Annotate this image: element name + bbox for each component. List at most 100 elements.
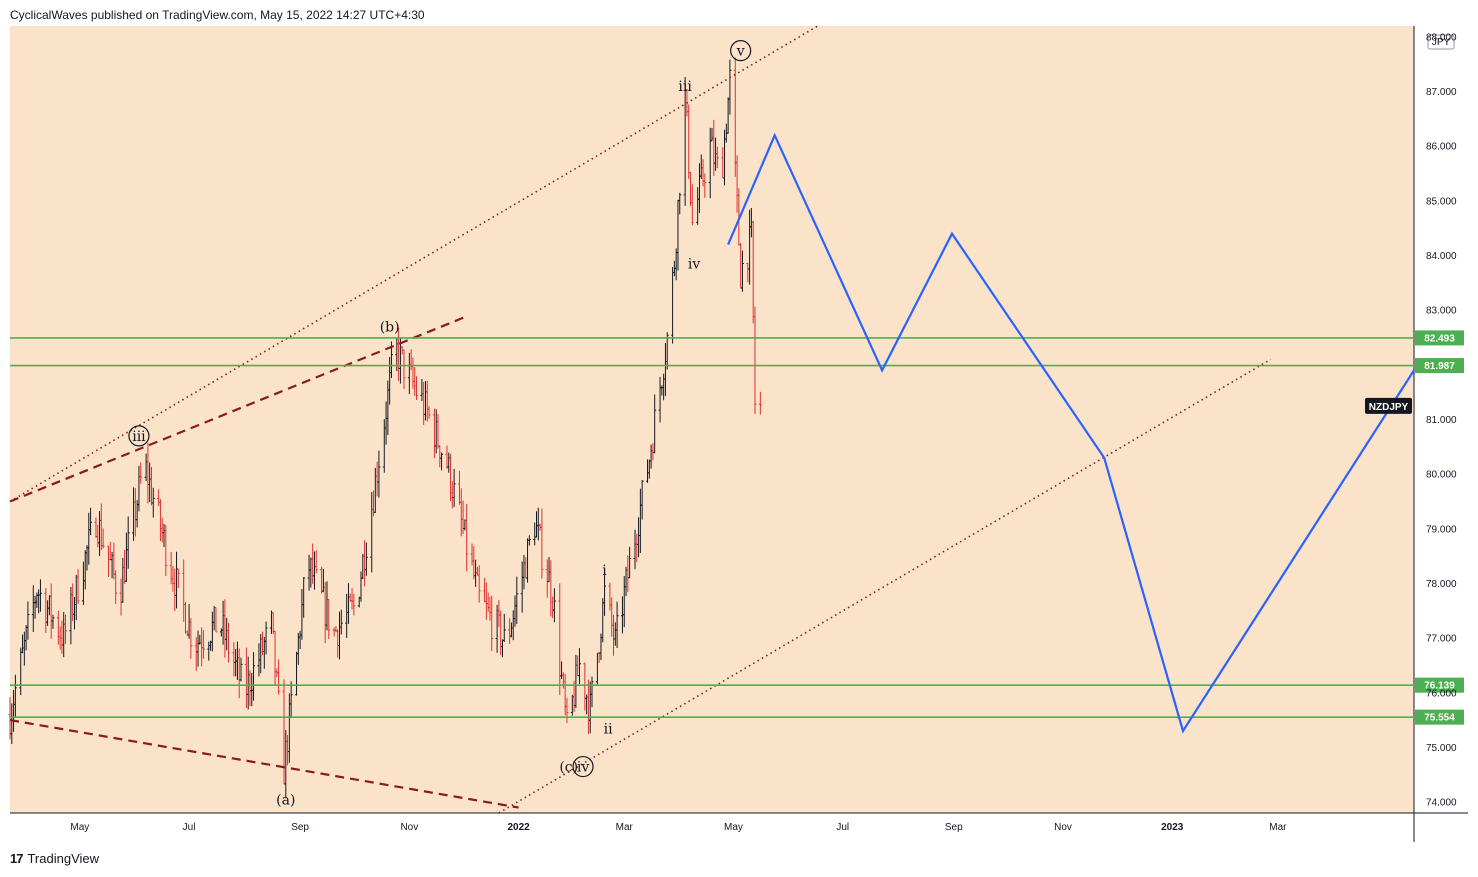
wave-label: i — [602, 563, 607, 579]
axes: 82.493 81.987 76.139 75.554 NZDJPY 88.000 87.0… — [70, 32, 1464, 833]
price-bar — [590, 676, 594, 708]
wave-label: iii — [678, 79, 692, 95]
wave-label: v — [736, 44, 745, 60]
projection-path — [727, 132, 1415, 734]
price-bar — [364, 542, 368, 576]
currency-label: JPY — [1432, 37, 1451, 48]
price-bar — [540, 508, 544, 579]
channel-line-dashed — [9, 314, 469, 503]
price-bar — [252, 652, 256, 701]
price-bar — [577, 648, 581, 684]
y-tick-label: 74.000 — [1426, 798, 1457, 809]
price-bar — [26, 601, 30, 640]
price-bar — [490, 595, 494, 652]
price-bar — [327, 598, 331, 639]
price-bar — [64, 614, 68, 644]
price-bar — [527, 535, 531, 546]
price-bar — [126, 516, 130, 569]
price-bar — [51, 614, 55, 629]
price-bar — [38, 579, 42, 612]
price-bar — [264, 621, 268, 655]
wave-label: iv — [688, 257, 700, 273]
price-bar — [101, 528, 105, 549]
price-bar — [615, 601, 619, 648]
price-bar — [565, 697, 569, 724]
x-tick-label: May — [724, 822, 743, 833]
currency-badge — [1427, 34, 1455, 50]
price-bar — [13, 674, 17, 717]
price-bar — [703, 173, 707, 198]
y-tick-label: 88.000 — [1426, 32, 1457, 43]
tradingview-footer[interactable]: 17 TradingView — [10, 851, 99, 866]
price-bar — [715, 146, 719, 169]
price-bar — [76, 569, 80, 604]
price-bar — [289, 681, 293, 718]
price-bar — [728, 59, 732, 115]
level-badge-label: 75.554 — [1424, 713, 1455, 724]
wave-label-circle — [128, 425, 150, 447]
price-bar — [314, 550, 318, 574]
price-bar — [339, 609, 343, 635]
price-bar — [653, 394, 657, 454]
price-bar — [176, 568, 180, 588]
price-bar — [201, 629, 205, 659]
chart-drawings — [9, 25, 1415, 814]
y-tick-label: 79.000 — [1426, 524, 1457, 535]
price-bar — [603, 571, 607, 616]
x-tick-label: Jul — [183, 822, 196, 833]
price-bar — [515, 576, 519, 624]
symbol-badge-label: NZDJPY — [1369, 402, 1409, 413]
price-bar — [402, 349, 406, 389]
x-tick-label: Mar — [1269, 822, 1287, 833]
y-tick-label: 81.000 — [1426, 415, 1457, 426]
price-bar — [377, 450, 381, 498]
price-bar — [239, 657, 243, 682]
price-bar — [189, 618, 193, 659]
price-bar — [690, 184, 694, 226]
level-badge-label: 76.139 — [1424, 681, 1455, 692]
publish-header: CyclicalWaves published on TradingView.c… — [10, 8, 425, 22]
x-tick-label: Mar — [616, 822, 634, 833]
price-bar — [114, 570, 118, 605]
price-bar — [214, 607, 218, 633]
price-bar — [740, 250, 744, 292]
symbol-badge — [1365, 397, 1412, 414]
x-tick-label: Sep — [291, 822, 309, 833]
x-tick-label: May — [70, 822, 89, 833]
level-badge — [1415, 709, 1464, 725]
level-badge — [1415, 358, 1464, 374]
price-bar — [753, 306, 757, 414]
price-bar — [440, 452, 444, 471]
price-bar — [164, 524, 168, 577]
wave-label: (b) — [380, 320, 400, 336]
y-tick-label: 76.000 — [1426, 688, 1457, 699]
price-bar — [151, 487, 155, 518]
chart-pane[interactable] — [10, 26, 1414, 813]
price-bar — [640, 480, 644, 520]
price-bar — [226, 622, 230, 663]
price-bar — [552, 588, 556, 623]
y-tick-label: 80.000 — [1426, 470, 1457, 481]
tradingview-brand[interactable]: TradingView — [27, 851, 100, 866]
level-badge — [1415, 330, 1464, 346]
y-tick-label: 87.000 — [1426, 87, 1457, 98]
level-badge-label: 82.493 — [1424, 333, 1455, 344]
channel-line-dotted — [498, 358, 1272, 814]
tradingview-logo[interactable]: 17 — [10, 851, 24, 866]
price-bar — [477, 565, 481, 603]
price-bar — [678, 192, 682, 215]
price-bar — [465, 503, 469, 572]
wave-label-circle — [730, 39, 752, 62]
y-tick-label: 77.000 — [1426, 634, 1457, 645]
price-bar — [277, 659, 281, 695]
x-tick-label: Nov — [1054, 822, 1072, 833]
y-tick-label: 78.000 — [1426, 579, 1457, 590]
price-bar — [415, 376, 419, 401]
price-bar — [758, 391, 762, 415]
price-bar — [352, 593, 356, 616]
price-bar — [628, 546, 632, 579]
wave-label-circle — [572, 755, 594, 778]
wave-label: iii — [132, 429, 146, 445]
channel-line-dashed — [9, 719, 519, 809]
